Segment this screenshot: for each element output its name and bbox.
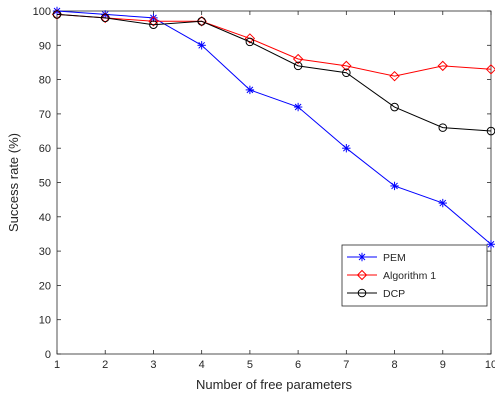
x-tick-label: 5 [247, 359, 253, 371]
y-tick-label: 60 [39, 143, 51, 155]
x-tick-label: 6 [295, 359, 301, 371]
series-lines [51, 6, 495, 249]
x-tick-label: 1 [54, 359, 60, 371]
x-tick-label: 3 [150, 359, 156, 371]
legend: PEM Algorithm 1 DCP [341, 244, 488, 307]
x-axis-label: Number of free parameters [196, 377, 353, 392]
data-point [437, 60, 448, 72]
y-tick-label: 20 [39, 280, 51, 292]
series-2 [51, 9, 495, 82]
x-tick-label: 9 [440, 359, 446, 371]
data-point [51, 9, 63, 20]
data-point [149, 13, 158, 23]
data-point [52, 10, 62, 19]
legend-marker [357, 252, 367, 262]
x-tick-label: 10 [485, 359, 495, 371]
data-point [293, 61, 303, 71]
x-tick-label: 2 [102, 359, 108, 371]
data-point [438, 198, 447, 208]
data-point [100, 13, 110, 23]
data-point [342, 68, 351, 78]
x-tick-label: 8 [391, 359, 397, 371]
data-point [148, 16, 159, 27]
data-point [486, 240, 495, 249]
y-tick-label: 100 [33, 6, 51, 18]
series-line [56, 13, 492, 77]
data-point [485, 64, 495, 75]
data-point [389, 70, 400, 82]
y-tick-label: 90 [39, 40, 51, 52]
data-point [245, 37, 255, 47]
y-tick-label: 10 [39, 315, 51, 327]
data-point [390, 102, 399, 112]
data-point [197, 41, 206, 50]
data-point [292, 53, 304, 65]
y-tick-label: 30 [39, 246, 51, 258]
legend-label: PEM [383, 252, 406, 264]
legend-entry: PEM [347, 252, 406, 264]
legend-marker [357, 288, 367, 298]
x-tick-label: 7 [343, 359, 349, 371]
series-3 [52, 10, 495, 136]
legend-entry: DCP [347, 288, 405, 300]
legend-label: DCP [383, 288, 405, 300]
legend-marker [356, 269, 368, 281]
y-tick-label: 80 [39, 75, 51, 87]
y-tick-label: 40 [39, 212, 51, 224]
data-point [342, 144, 351, 153]
y-tick-label: 50 [39, 178, 51, 190]
data-point [390, 181, 399, 191]
y-tick-label: 70 [39, 109, 51, 121]
legend-label: Algorithm 1 [383, 270, 436, 282]
data-point [245, 85, 255, 95]
data-point [149, 20, 158, 30]
data-point [244, 33, 256, 44]
x-tick-label: 4 [199, 359, 205, 371]
series-line [56, 13, 492, 132]
data-point [438, 123, 448, 132]
data-point [100, 12, 111, 24]
legend-entry: Algorithm 1 [347, 269, 436, 282]
series-line [56, 10, 492, 245]
series-1 [52, 6, 495, 249]
data-point [293, 102, 303, 112]
y-axis-label: Success rate (%) [6, 133, 21, 232]
data-point [341, 60, 352, 72]
data-point [197, 16, 206, 26]
y-tick-label: 0 [45, 349, 51, 361]
data-point [196, 16, 207, 27]
